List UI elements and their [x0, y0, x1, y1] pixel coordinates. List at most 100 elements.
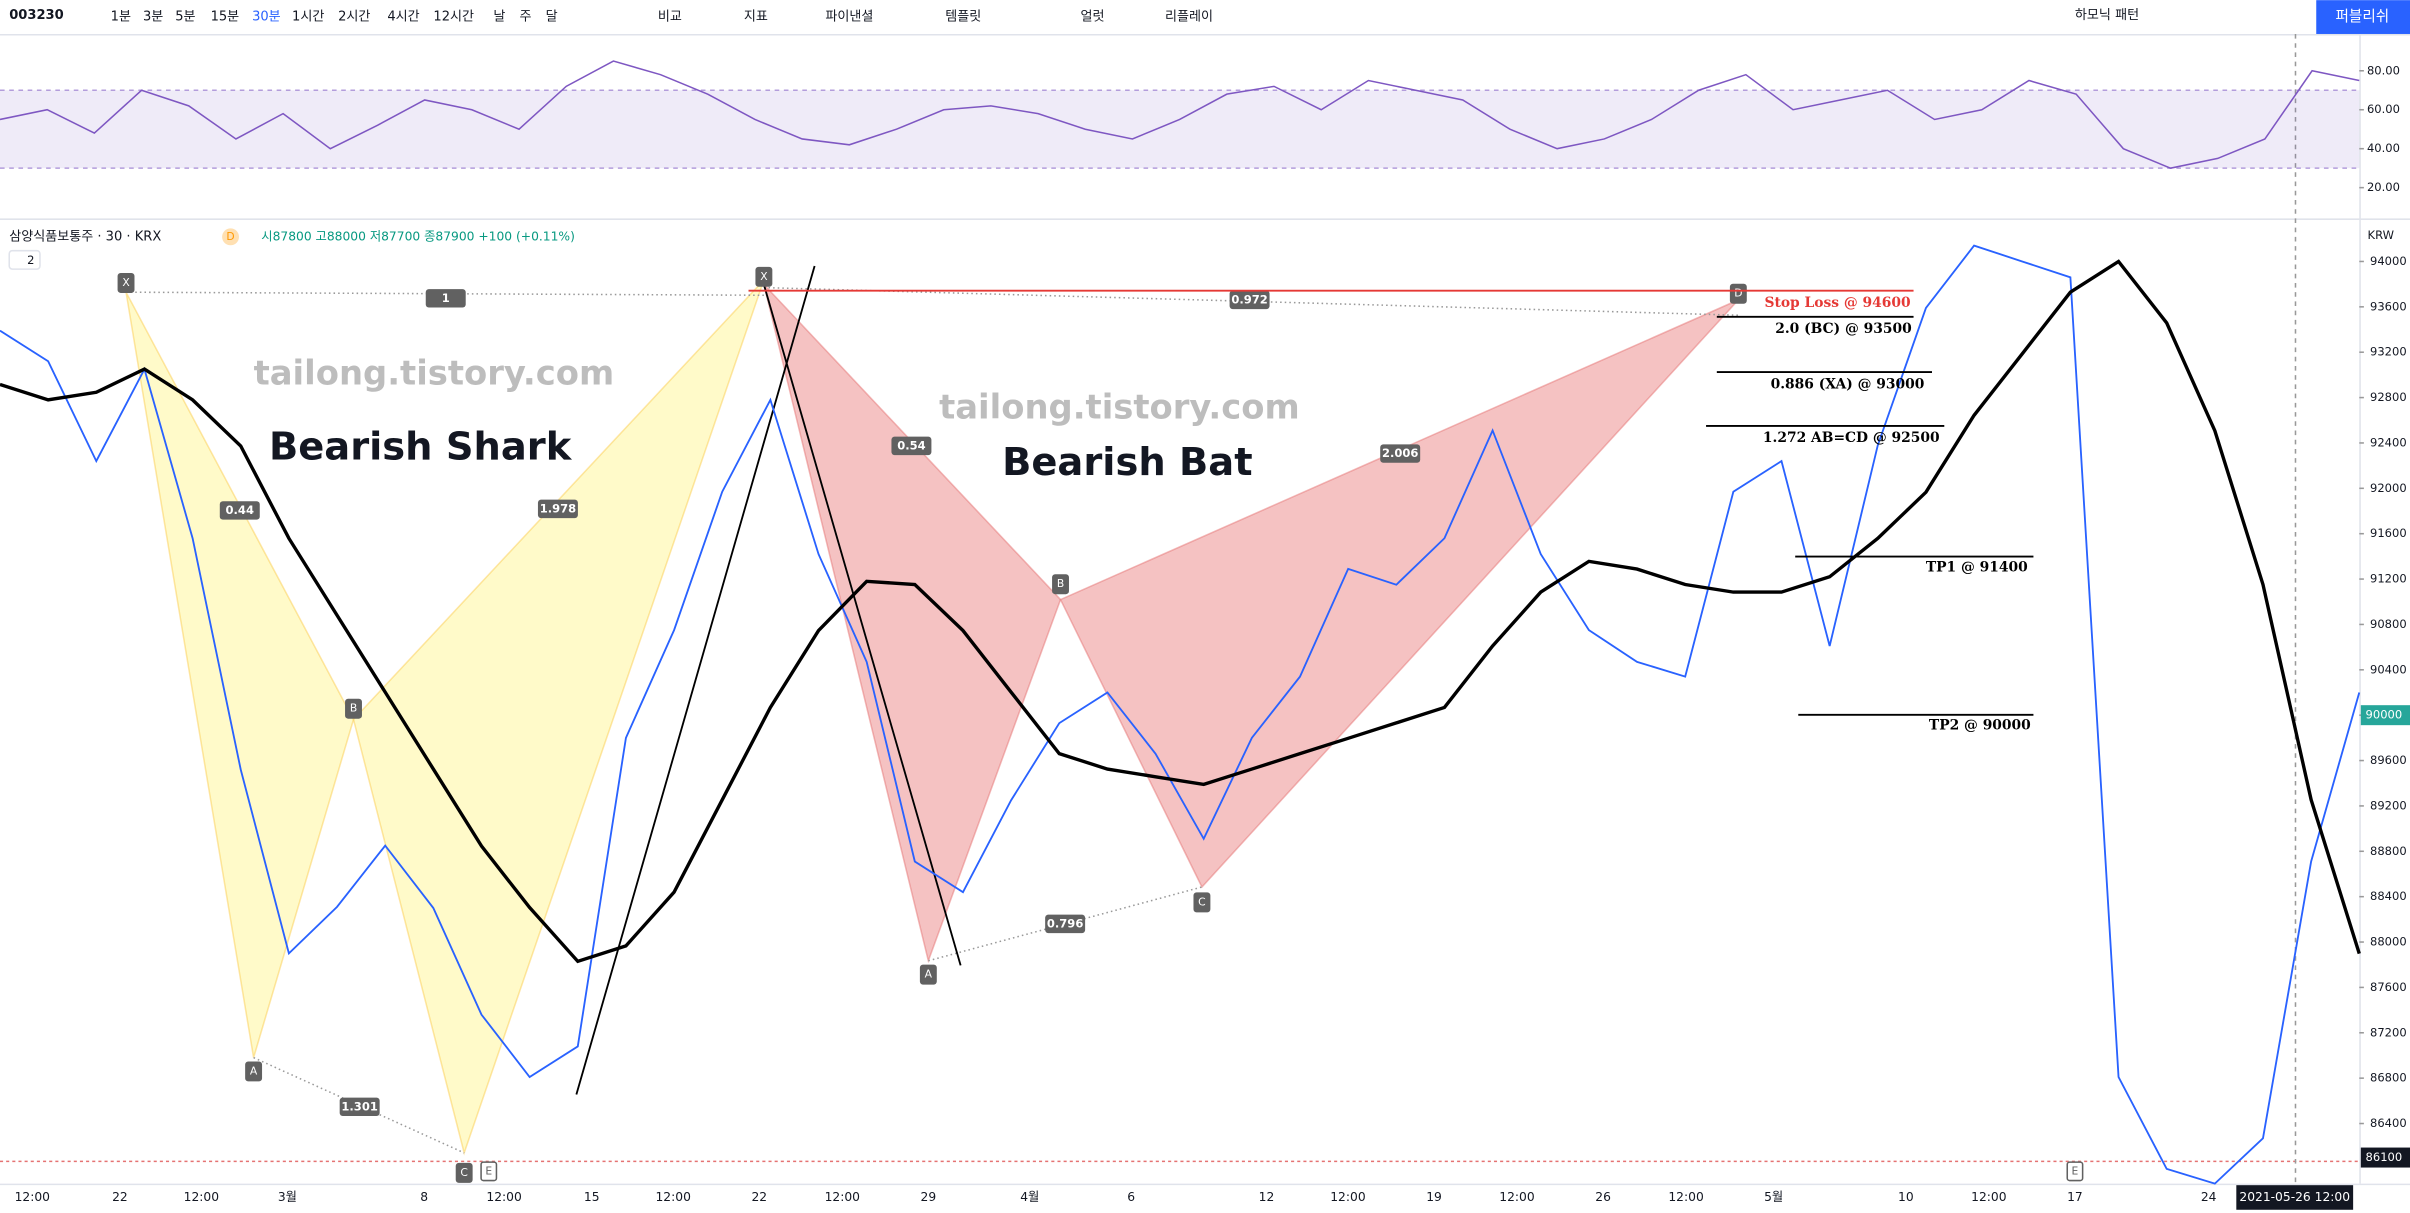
crosshair-time-bg — [2236, 1185, 2354, 1210]
interval-button[interactable]: 15분 — [211, 10, 240, 25]
level-label: TP1 @ 91400 — [1926, 559, 2028, 575]
toolbar-button[interactable]: 얼럿 — [1081, 10, 1105, 25]
x-tick-label: 12 — [1259, 1190, 1275, 1204]
interval-button[interactable]: 주 — [520, 10, 532, 25]
interval-button[interactable]: 날 — [493, 10, 505, 25]
interval-button[interactable]: 달 — [546, 10, 558, 25]
x-tick-label: 12:00 — [1668, 1190, 1703, 1204]
toolbar-button[interactable]: 템플릿 — [945, 10, 981, 25]
ratio-label: 2.006 — [1382, 446, 1418, 460]
harmonic-pattern[interactable]: 하모닉 패턴 — [2075, 8, 2139, 23]
crosshair-price: 86100 — [2366, 1150, 2403, 1164]
ratio-label: 0.54 — [897, 438, 925, 452]
y-tick-label: 93200 — [2370, 345, 2407, 359]
ratio-box — [219, 501, 260, 520]
ratio-box — [1045, 914, 1086, 934]
x-tick-label: 26 — [1595, 1190, 1611, 1204]
interval-button[interactable]: 1분 — [111, 10, 131, 25]
point-label: X — [122, 276, 130, 289]
x-tick-label: 15 — [584, 1190, 600, 1204]
x-tick-label: 12:00 — [1971, 1190, 2006, 1204]
rsi-tick-label: 80.00 — [2367, 63, 2400, 77]
y-tick-label: 91600 — [2370, 526, 2407, 540]
interval-button[interactable]: 12시간 — [433, 10, 474, 25]
y-tick-label: 90400 — [2370, 662, 2407, 676]
rsi-line — [0, 60, 2360, 169]
point-label: B — [1057, 577, 1064, 590]
publish-button[interactable] — [2316, 0, 2410, 34]
point-box — [2066, 1161, 2084, 1182]
point-label: D — [1734, 287, 1742, 300]
y-tick-label: 88800 — [2370, 844, 2407, 858]
toolbar-button[interactable]: 리플레이 — [1165, 10, 1213, 25]
point-box — [1052, 574, 1069, 595]
level-label: Stop Loss @ 94600 — [1764, 295, 1910, 311]
point-label: C — [460, 1166, 468, 1179]
rsi-band — [0, 90, 2360, 169]
point-label: A — [925, 968, 933, 981]
point-box — [919, 964, 937, 985]
rsi-tick-label: 20.00 — [2367, 180, 2400, 194]
y-tick-label: 90800 — [2370, 617, 2407, 631]
symbol[interactable]: 003230 — [9, 8, 63, 23]
bat-ratio-line — [763, 286, 1739, 317]
price-line — [0, 259, 2361, 964]
crosshair-price-bg — [2360, 1147, 2410, 1168]
x-tick-label: 24 — [2201, 1190, 2217, 1204]
y-tick-label: 92400 — [2370, 435, 2407, 449]
y-tick-label: 92000 — [2370, 481, 2407, 495]
price-line — [0, 244, 2361, 1185]
interval-button[interactable]: 2시간 — [338, 10, 370, 25]
last-price: 90000 — [2366, 708, 2403, 722]
interval-button[interactable]: 5분 — [175, 10, 195, 25]
interval-button[interactable]: 1시간 — [292, 10, 324, 25]
y-tick-label: 93600 — [2370, 299, 2407, 313]
y-tick-label: 88000 — [2370, 935, 2407, 949]
point-label: E — [2072, 1164, 2079, 1177]
ratio-box — [537, 499, 578, 519]
x-tick-label: 29 — [921, 1190, 937, 1204]
pattern-title: Bearish Shark — [269, 424, 573, 469]
currency[interactable]: KRW — [2368, 228, 2395, 242]
ratio-label: 0.44 — [226, 503, 254, 517]
level-label: 2.0 (BC) @ 93500 — [1775, 321, 1911, 337]
x-tick-label: 10 — [1898, 1190, 1914, 1204]
point-box — [345, 698, 362, 719]
x-tick-label: 12:00 — [1499, 1190, 1534, 1204]
y-tick-label: 92800 — [2370, 390, 2407, 404]
interval-button[interactable]: 4시간 — [387, 10, 419, 25]
level-label: TP2 @ 90000 — [1929, 718, 2031, 734]
toolbar-button[interactable]: 파이낸셜 — [825, 10, 873, 25]
indicator-count[interactable]: 2 — [27, 253, 34, 267]
x-tick-label: 3월 — [278, 1190, 297, 1204]
y-tick-label: 89600 — [2370, 753, 2407, 767]
point-label: C — [1198, 895, 1206, 908]
ratio-label: 1.301 — [341, 1099, 377, 1113]
pattern-title: Bearish Bat — [1002, 440, 1252, 485]
toolbar-button[interactable]: 비교 — [658, 10, 682, 25]
legend-ohlc: 시87800 고88000 저87700 종87900 +100 (+0.11%… — [261, 229, 575, 243]
ratio-label: 1.978 — [540, 501, 576, 515]
trend-line — [575, 265, 816, 1095]
x-tick-label: 6 — [1127, 1190, 1135, 1204]
interval-button[interactable]: 30분 — [252, 10, 281, 25]
x-tick-label: 22 — [112, 1190, 128, 1204]
level-label: 1.272 AB=CD @ 92500 — [1763, 430, 1940, 446]
rsi-tick-label: 60.00 — [2367, 102, 2400, 116]
level-label: 0.886 (XA) @ 93000 — [1771, 376, 1925, 392]
x-tick-label: 12:00 — [486, 1190, 521, 1204]
point-box — [480, 1161, 498, 1182]
toolbar-button[interactable]: 지표 — [744, 10, 768, 25]
last-price-bg — [2360, 705, 2410, 726]
y-tick-label: 89200 — [2370, 798, 2407, 812]
publish-label[interactable]: 퍼블리쉬 — [2335, 8, 2389, 25]
point-label: B — [350, 702, 357, 715]
x-tick-label: 5월 — [1764, 1190, 1783, 1204]
collapse-box[interactable] — [8, 249, 41, 270]
point-label: A — [250, 1064, 258, 1077]
x-tick-label: 12:00 — [825, 1190, 860, 1204]
badge-bg — [222, 228, 240, 246]
interval-button[interactable]: 3분 — [143, 10, 163, 25]
